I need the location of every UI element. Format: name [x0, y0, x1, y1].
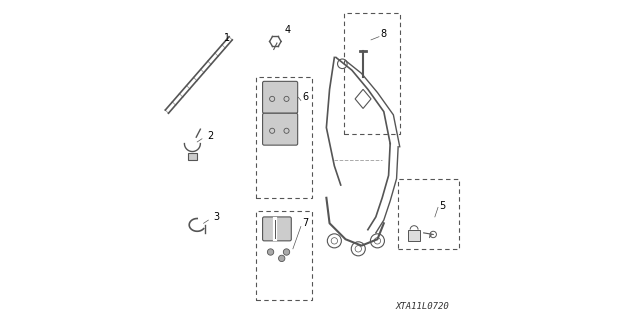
Text: 6: 6: [303, 93, 308, 102]
Circle shape: [278, 255, 285, 262]
Text: 8: 8: [381, 29, 387, 39]
Text: 7: 7: [303, 219, 308, 228]
FancyBboxPatch shape: [262, 113, 298, 145]
Bar: [408, 230, 420, 241]
Bar: [188, 153, 197, 160]
Circle shape: [268, 249, 274, 255]
FancyBboxPatch shape: [262, 217, 291, 241]
FancyBboxPatch shape: [262, 81, 298, 113]
Text: 3: 3: [213, 212, 220, 222]
Text: 1: 1: [224, 33, 230, 43]
Text: 5: 5: [440, 201, 446, 211]
Text: 2: 2: [207, 131, 213, 141]
Text: 4: 4: [285, 26, 291, 35]
Text: XTA11L0720: XTA11L0720: [396, 302, 449, 311]
Circle shape: [284, 249, 290, 255]
